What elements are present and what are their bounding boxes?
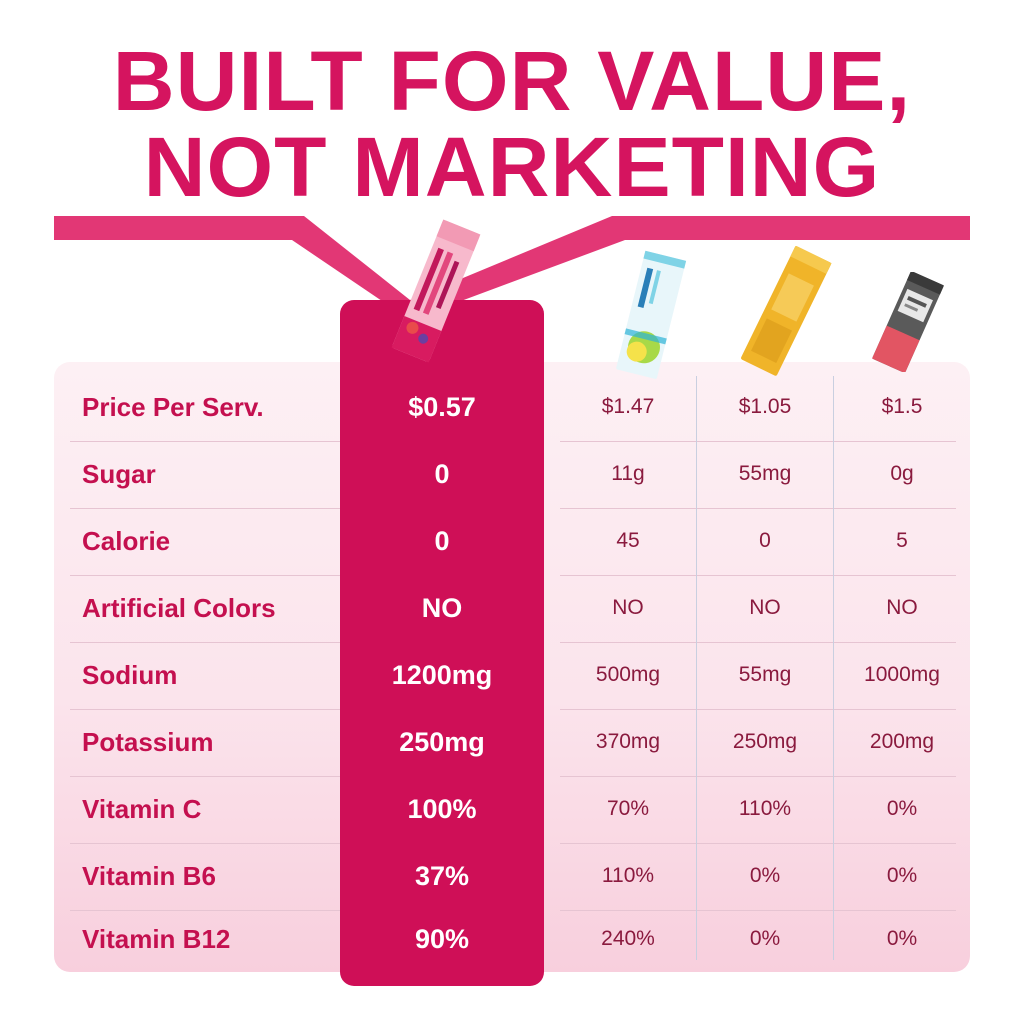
competitor-2-packet (741, 246, 832, 376)
competitor-1-packet (616, 250, 687, 379)
cell-ours-sugar: 0 (434, 458, 450, 489)
cell-ours-vitamin-c: 100% (407, 793, 477, 824)
row-divider (70, 709, 340, 710)
row-label-potassium: Potassium (82, 726, 214, 757)
cell-ours-calorie: 0 (434, 525, 450, 556)
cell-c2-vitamin-b6: 0% (749, 864, 781, 887)
cell-c3-artificial-colors: NO (886, 596, 918, 619)
column-divider (833, 376, 834, 960)
row-label-vitamin-b6: Vitamin B6 (82, 860, 216, 891)
row-label-vitamin-b12: Vitamin B12 (82, 923, 231, 954)
row-label-sodium: Sodium (82, 659, 178, 690)
row-divider (560, 642, 956, 643)
row-divider (560, 575, 956, 576)
cell-ours-vitamin-b6: 37% (414, 860, 470, 891)
cell-c2-artificial-colors: NO (749, 596, 781, 619)
column-divider (696, 376, 697, 960)
cell-c3-price: $1.5 (881, 395, 923, 418)
cell-c2-calorie: 0 (759, 529, 771, 552)
row-divider (70, 910, 340, 911)
cell-c2-price: $1.05 (738, 395, 792, 418)
cell-c2-potassium: 250mg (732, 730, 798, 753)
headline-underline-shape (54, 216, 970, 320)
cell-c2-vitamin-c: 110% (738, 797, 792, 820)
cell-c1-artificial-colors: NO (612, 596, 644, 619)
our-product-column (340, 300, 544, 986)
cell-c3-potassium: 200mg (869, 730, 935, 753)
cell-c3-vitamin-b12: 0% (886, 927, 918, 950)
cell-c1-vitamin-b12: 240% (601, 927, 655, 950)
row-divider (560, 441, 956, 442)
row-divider (560, 709, 956, 710)
row-label-artificial-colors: Artificial Colors (82, 592, 276, 623)
cell-c1-potassium: 370mg (595, 730, 661, 753)
cell-c1-sodium: 500mg (595, 663, 661, 686)
our-product-packet (391, 219, 481, 363)
row-divider (560, 508, 956, 509)
cell-c3-calorie: 5 (896, 529, 908, 552)
cell-c3-vitamin-b6: 0% (886, 864, 918, 887)
row-divider (70, 575, 340, 576)
row-divider (70, 843, 340, 844)
cell-ours-vitamin-b12: 90% (414, 923, 470, 954)
cell-c1-calorie: 45 (616, 529, 640, 552)
headline-line-2: NOT MARKETING (143, 120, 881, 214)
headline-line-1: BUILT FOR VALUE, (112, 34, 912, 128)
row-label-sugar: Sugar (82, 458, 156, 489)
cell-ours-artificial-colors: NO (421, 592, 463, 623)
cell-ours-potassium: 250mg (399, 726, 485, 757)
cell-c2-sodium: 55mg (738, 663, 792, 686)
row-label-calorie: Calorie (82, 525, 171, 556)
cell-ours-sodium: 1200mg (391, 659, 493, 690)
row-divider (560, 843, 956, 844)
cell-c1-sugar: 11g (611, 462, 645, 485)
headline: BUILT FOR VALUE, NOT MARKETING (0, 38, 1024, 210)
row-divider (70, 441, 340, 442)
cell-c1-price: $1.47 (601, 395, 655, 418)
cell-c3-sugar: 0g (890, 462, 914, 485)
row-divider (70, 776, 340, 777)
cell-c3-vitamin-c: 0% (886, 797, 918, 820)
cell-c1-vitamin-c: 70% (606, 797, 650, 820)
row-divider (70, 642, 340, 643)
cell-ours-price: $0.57 (408, 391, 476, 422)
row-divider (70, 508, 340, 509)
cell-c2-vitamin-b12: 0% (749, 927, 781, 950)
row-label-price: Price Per Serv. (82, 391, 264, 422)
cell-c1-vitamin-b6: 110% (601, 864, 655, 887)
competitor-3-packet (872, 272, 944, 372)
row-label-vitamin-c: Vitamin C (82, 793, 202, 824)
cell-c3-sodium: 1000mg (864, 663, 940, 686)
row-divider (560, 776, 956, 777)
row-divider (560, 910, 956, 911)
cell-c2-sugar: 55mg (738, 462, 792, 485)
